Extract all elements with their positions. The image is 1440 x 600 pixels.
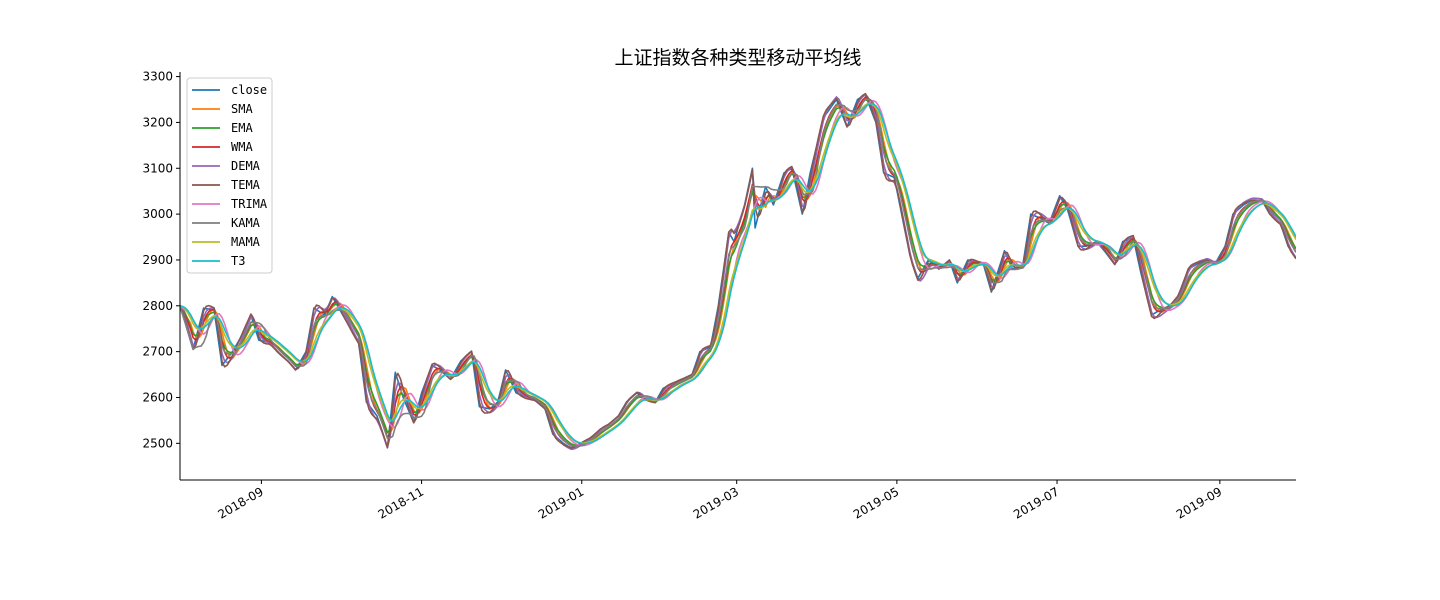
y-tick-label: 2900 xyxy=(142,253,173,267)
legend-label: WMA xyxy=(231,140,253,154)
legend-label: DEMA xyxy=(231,159,261,173)
y-tick-label: 2600 xyxy=(142,390,173,404)
y-tick-label: 2500 xyxy=(142,436,173,450)
x-tick-label: 2019-03 xyxy=(691,484,741,521)
legend-label: close xyxy=(231,83,267,97)
y-tick-label: 3100 xyxy=(142,161,173,175)
series-line-trima xyxy=(180,99,1296,447)
series-line-ema xyxy=(180,99,1296,446)
x-tick-label: 2018-11 xyxy=(376,484,426,521)
legend-label: TRIMA xyxy=(231,197,268,211)
y-tick-label: 3200 xyxy=(142,115,173,129)
y-tick-label: 2800 xyxy=(142,299,173,313)
series-line-wma xyxy=(180,96,1296,448)
series-line-kama xyxy=(180,98,1296,447)
series-line-mama xyxy=(180,102,1296,444)
legend-label: MAMA xyxy=(231,235,261,249)
series-line-t3 xyxy=(180,102,1296,445)
x-tick-label: 2019-09 xyxy=(1174,484,1224,521)
x-tick-label: 2019-01 xyxy=(536,484,586,521)
series-line-close xyxy=(180,94,1296,449)
legend-label: T3 xyxy=(231,254,245,268)
legend-label: TEMA xyxy=(231,178,261,192)
series-line-sma xyxy=(180,97,1296,447)
x-tick-label: 2018-09 xyxy=(215,484,265,521)
legend-label: KAMA xyxy=(231,216,261,230)
legend-box xyxy=(186,77,273,274)
y-tick-label: 3000 xyxy=(142,207,173,221)
x-tick-label: 2019-07 xyxy=(1011,484,1061,521)
legend-label: SMA xyxy=(231,102,253,116)
chart-title: 上证指数各种类型移动平均线 xyxy=(614,47,861,69)
y-tick-label: 2700 xyxy=(142,345,173,359)
plot-area xyxy=(180,92,1296,451)
legend: close SMA EMA WMA DEMA TEMA TRIMA KAMA MAMA T3 xyxy=(186,77,273,274)
legend-label: EMA xyxy=(231,121,253,135)
series-line-tema xyxy=(180,92,1296,449)
x-tick-label: 2019-05 xyxy=(851,484,901,521)
series-line-dema xyxy=(180,93,1296,451)
y-tick-label: 3300 xyxy=(142,70,173,84)
